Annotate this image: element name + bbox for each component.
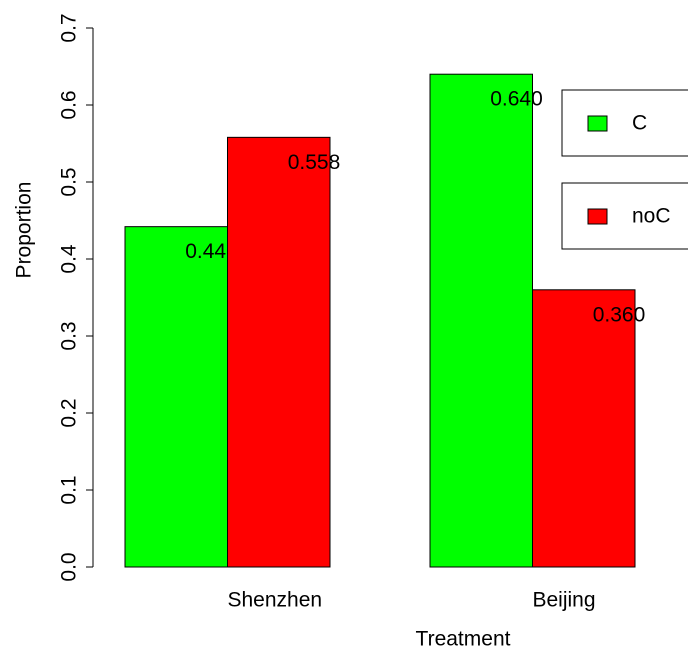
value-label: 0.442 <box>185 240 238 263</box>
value-label: 0.558 <box>288 151 341 174</box>
x-tick-label: Beijing <box>533 589 596 612</box>
legend-swatch <box>587 208 608 225</box>
bar <box>227 136 331 568</box>
y-axis-title: Proportion <box>13 182 36 279</box>
bar <box>124 226 228 568</box>
legend-label: C <box>632 112 647 135</box>
y-tick-label: 0.5 <box>58 167 81 196</box>
bar <box>429 73 533 568</box>
y-tick-label: 0.0 <box>58 552 81 581</box>
y-tick-label: 0.2 <box>58 398 81 427</box>
y-tick-label: 0.1 <box>58 475 81 504</box>
y-tick-label: 0.7 <box>58 13 81 42</box>
value-label: 0.640 <box>490 88 543 111</box>
bar <box>532 289 636 568</box>
y-tick-label: 0.6 <box>58 90 81 119</box>
legend-label: noC <box>632 205 671 228</box>
y-tick-label: 0.4 <box>58 244 81 274</box>
value-label: 0.360 <box>593 303 646 326</box>
legend-box <box>561 89 688 157</box>
x-tick-label: Shenzhen <box>228 589 323 612</box>
legend-box <box>561 182 688 250</box>
x-axis-title: Treatment <box>416 628 511 651</box>
y-tick-label: 0.3 <box>58 321 81 350</box>
legend-swatch <box>587 115 608 132</box>
